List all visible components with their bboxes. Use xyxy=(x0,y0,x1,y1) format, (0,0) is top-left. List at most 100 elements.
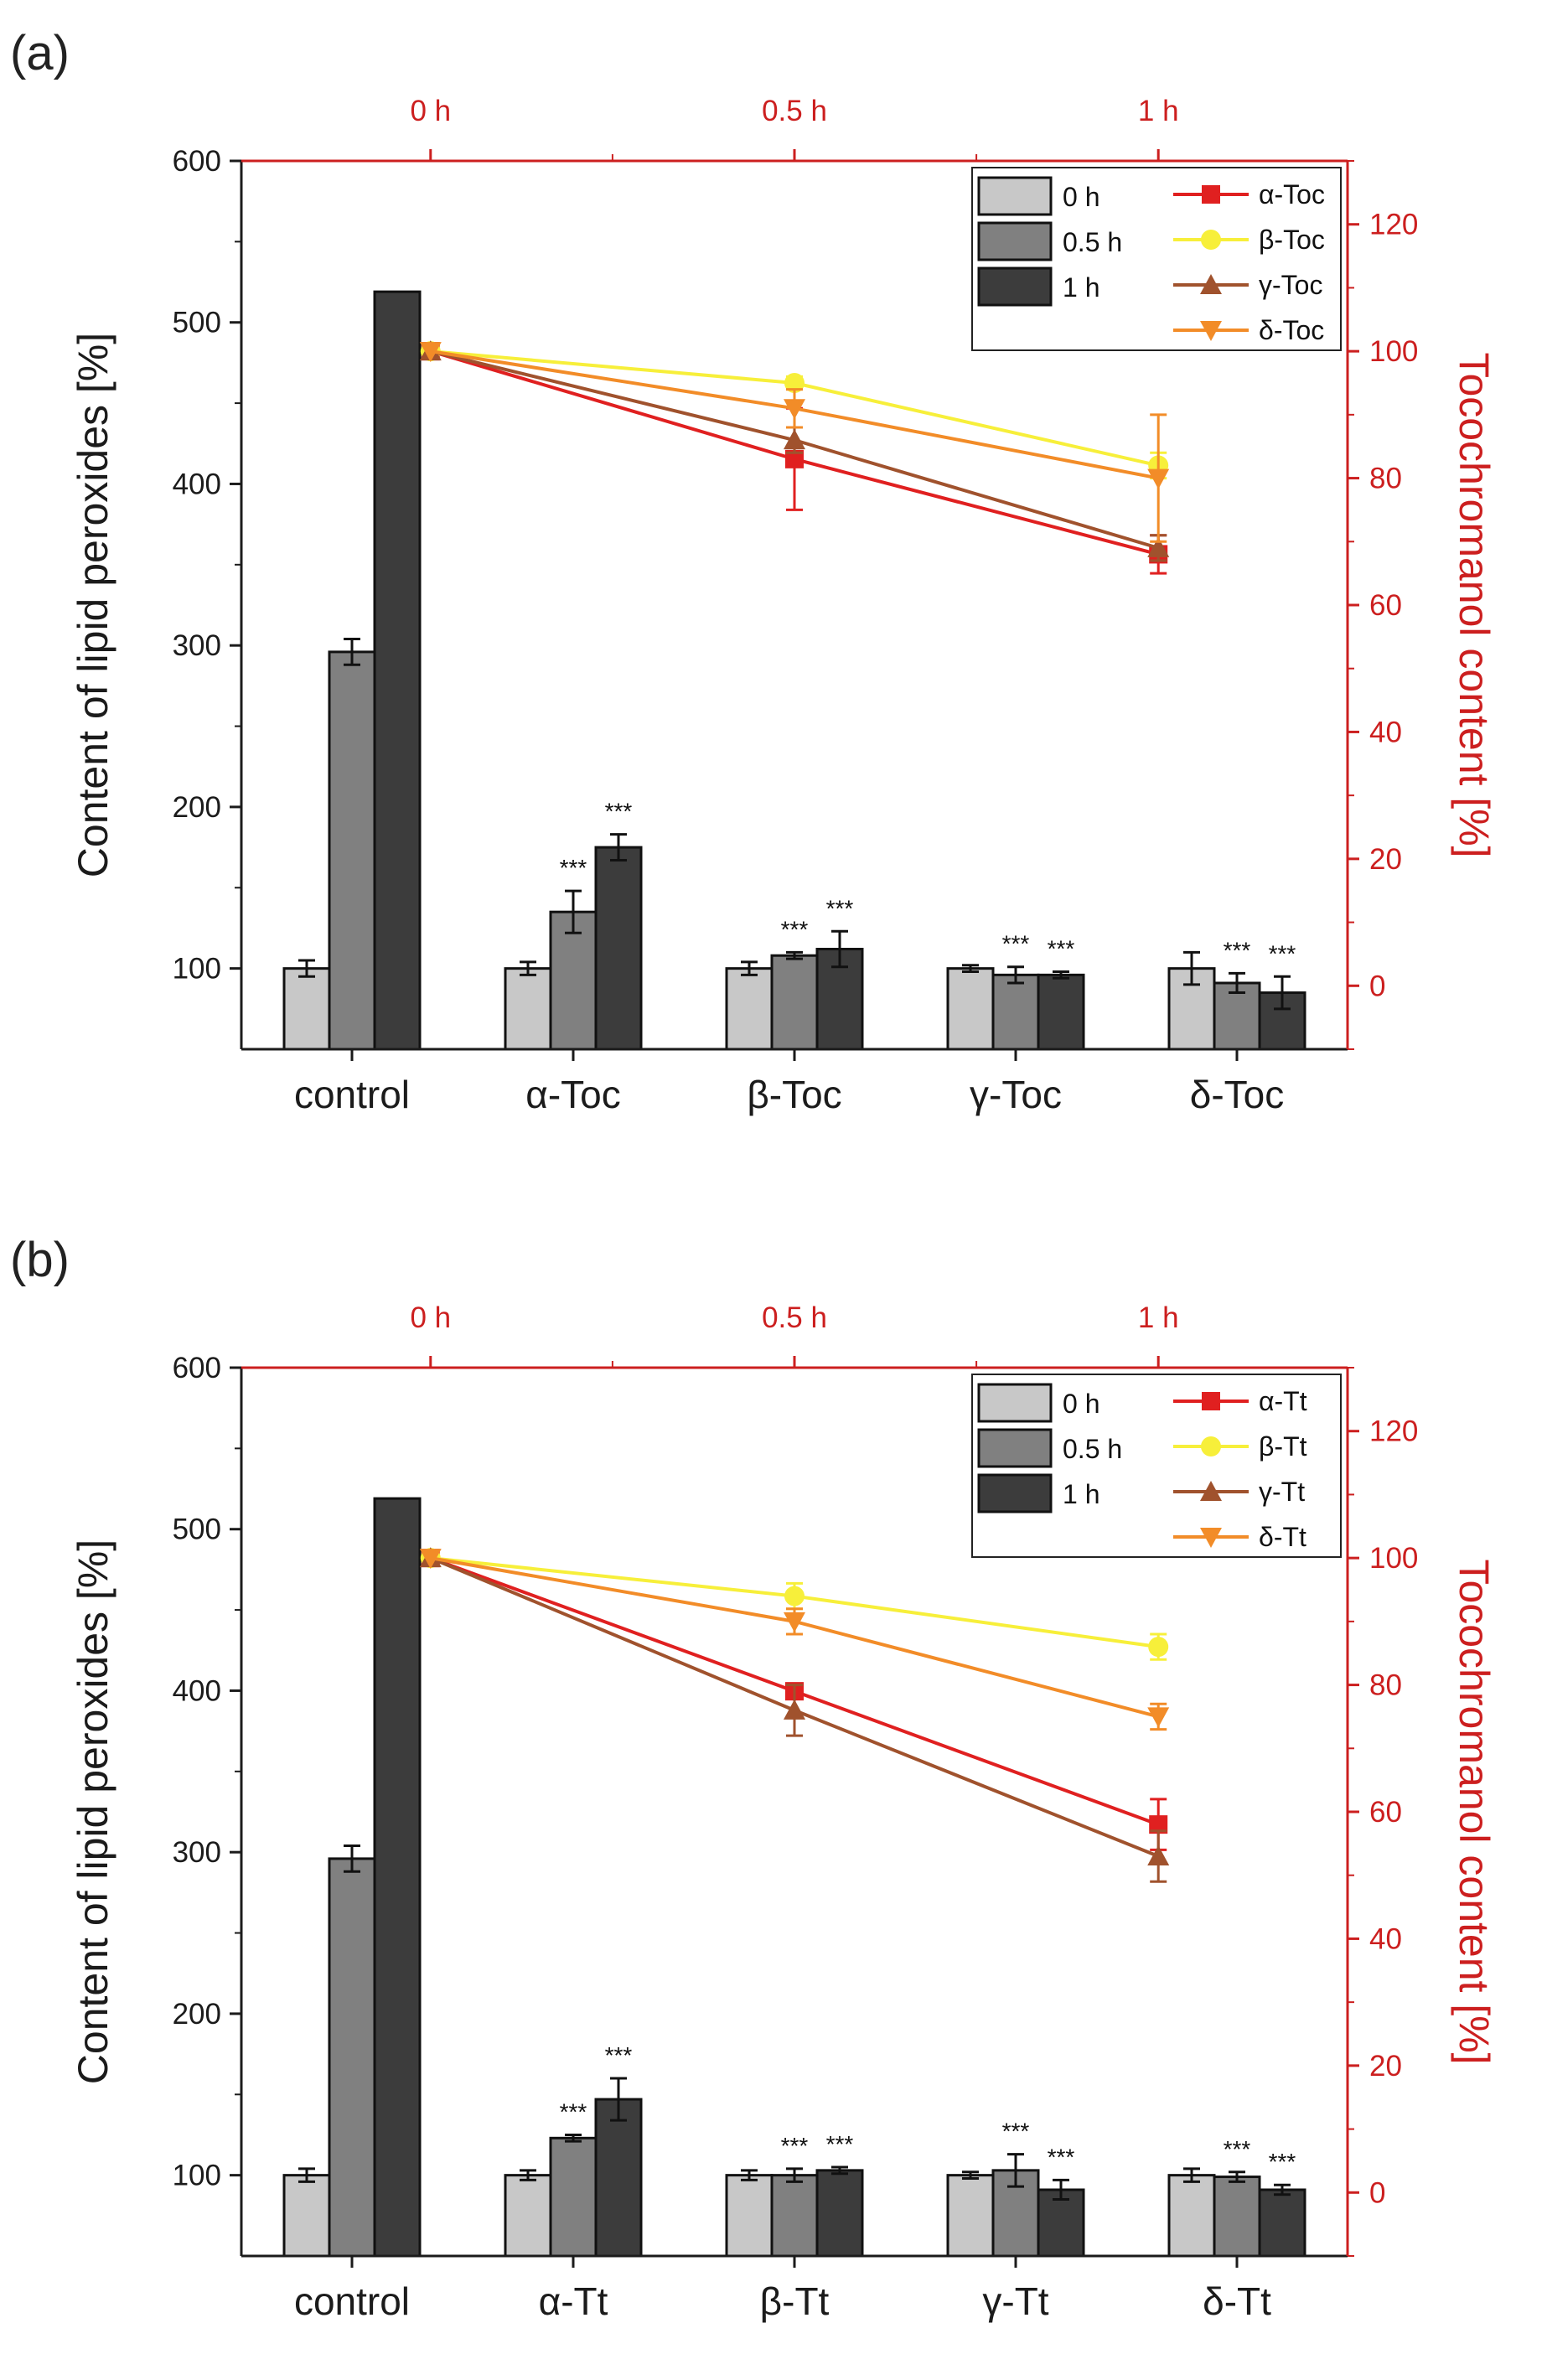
significance-label: *** xyxy=(1048,935,1075,961)
legend-swatch xyxy=(977,266,1053,307)
x-tick-label: α-Toc xyxy=(525,1073,621,1116)
data-point xyxy=(784,1586,805,1606)
y-tick-label: 300 xyxy=(173,629,221,662)
data-point xyxy=(785,449,804,468)
bar xyxy=(1037,973,1085,1051)
legend-marker xyxy=(1200,1481,1222,1501)
y-tick-label: 600 xyxy=(173,145,221,178)
top-tick-label: 0 h xyxy=(410,1301,451,1334)
significance-label: *** xyxy=(1002,931,1030,957)
right-tick-label: 60 xyxy=(1369,589,1402,622)
significance-label: *** xyxy=(1269,940,1296,966)
significance-label: *** xyxy=(1002,2119,1030,2145)
panel-b: (b) *** *** *** *** *** *** *** *** 100 200 300 400… xyxy=(0,1207,1547,2380)
legend-label: δ-Toc xyxy=(1259,315,1324,345)
right-tick-label: 0 xyxy=(1369,2176,1385,2209)
bar xyxy=(815,948,864,1051)
significance-label: *** xyxy=(826,895,854,921)
chart-b: ********* *** ****** *** ***1002003004005006… xyxy=(70,1301,1498,2323)
bar xyxy=(594,2098,643,2258)
legend-marker xyxy=(1202,185,1220,204)
y-tick-label: 100 xyxy=(173,2160,221,2192)
bar xyxy=(991,973,1040,1051)
significance-label: *** xyxy=(1269,2149,1296,2175)
y-tick-label: 500 xyxy=(173,1513,221,1546)
legend-swatch xyxy=(977,1383,1053,1423)
legend-label: 1 h xyxy=(1063,272,1099,303)
right-tick-label: 120 xyxy=(1369,209,1418,241)
significance-label: *** xyxy=(1224,937,1251,963)
bar xyxy=(725,967,774,1051)
x-tick-label: β-Toc xyxy=(747,1073,841,1116)
top-tick-label: 1 h xyxy=(1138,1301,1179,1334)
bar xyxy=(594,846,643,1051)
bar xyxy=(946,2174,995,2258)
chart-a: *************** *** *** ***1002003004005006… xyxy=(70,95,1498,1116)
significance-label: *** xyxy=(826,2131,854,2157)
right-tick-label: 100 xyxy=(1369,335,1418,368)
right-tick-label: 40 xyxy=(1369,1922,1402,1955)
legend: 0 h 0.5 h 1 h α-Toc β-Toc γ-Toc δ-Toc xyxy=(971,167,1342,351)
significance-label: *** xyxy=(1224,2136,1251,2162)
data-point xyxy=(419,342,442,363)
x-tick-label: control xyxy=(294,1073,410,1116)
data-point xyxy=(784,373,805,393)
legend-label: γ-Tt xyxy=(1259,1477,1305,1507)
legend-label: β-Toc xyxy=(1259,225,1325,255)
x-tick-label: δ-Tt xyxy=(1203,2279,1271,2323)
legend-label: α-Toc xyxy=(1259,179,1325,210)
legend-label: γ-Toc xyxy=(1259,270,1322,300)
bar xyxy=(549,2136,598,2258)
panel-label: (a) xyxy=(10,26,70,80)
bar xyxy=(815,2169,864,2258)
legend-label: 0.5 h xyxy=(1063,227,1122,257)
x-tick-label: γ-Toc xyxy=(970,1073,1062,1116)
x-tick-label: control xyxy=(294,2279,410,2323)
y-axis-title: Content of lipid peroxides [%] xyxy=(70,333,116,877)
bar xyxy=(328,650,376,1051)
legend-label: 1 h xyxy=(1063,1479,1099,1509)
y-tick-label: 500 xyxy=(173,307,221,339)
data-point xyxy=(1147,468,1170,489)
x-tick-label: α-Tt xyxy=(539,2279,608,2323)
legend-marker xyxy=(1200,321,1222,341)
y-axis-title: Content of lipid peroxides [%] xyxy=(70,1539,116,2084)
legend-marker xyxy=(1200,274,1222,294)
data-point xyxy=(784,429,805,450)
bar xyxy=(282,967,331,1051)
bar xyxy=(1213,2176,1261,2258)
bar xyxy=(282,2174,331,2258)
significance-label: *** xyxy=(605,2042,633,2068)
bar xyxy=(373,1497,422,2258)
data-point xyxy=(784,399,805,420)
bar xyxy=(725,2174,774,2258)
legend: 0 h 0.5 h 1 h α-Tt β-Tt γ-Tt δ-Tt xyxy=(971,1374,1342,1558)
legend-swatch xyxy=(977,221,1053,261)
legend-marker xyxy=(1200,1528,1222,1548)
bar xyxy=(1037,2188,1085,2258)
panel-a: (a) *** *** *** *** *** *** *** *** 100 200 300 400… xyxy=(0,0,1547,1173)
significance-label: *** xyxy=(560,855,587,881)
top-tick-label: 0.5 h xyxy=(762,1301,827,1334)
legend-label: δ-Tt xyxy=(1259,1522,1306,1552)
legend-swatch xyxy=(977,1428,1053,1468)
y-tick-label: 200 xyxy=(173,1998,221,2031)
significance-label: *** xyxy=(605,799,633,825)
right-tick-label: 120 xyxy=(1369,1415,1418,1448)
data-point xyxy=(1147,536,1170,557)
bar xyxy=(770,2174,819,2258)
right-tick-label: 20 xyxy=(1369,2050,1402,2082)
legend-label: α-Tt xyxy=(1259,1386,1307,1416)
legend-marker xyxy=(1201,230,1221,250)
y2-axis-title: Tocochromanol content [%] xyxy=(1451,352,1498,857)
right-tick-label: 100 xyxy=(1369,1542,1418,1575)
right-tick-label: 60 xyxy=(1369,1796,1402,1829)
bar xyxy=(770,954,819,1051)
y-tick-label: 400 xyxy=(173,1674,221,1707)
right-tick-label: 80 xyxy=(1369,1669,1402,1702)
data-point xyxy=(419,1549,442,1570)
legend-marker xyxy=(1201,1436,1221,1456)
y-tick-label: 200 xyxy=(173,791,221,824)
legend-label: β-Tt xyxy=(1259,1431,1307,1462)
right-tick-label: 0 xyxy=(1369,970,1385,1002)
